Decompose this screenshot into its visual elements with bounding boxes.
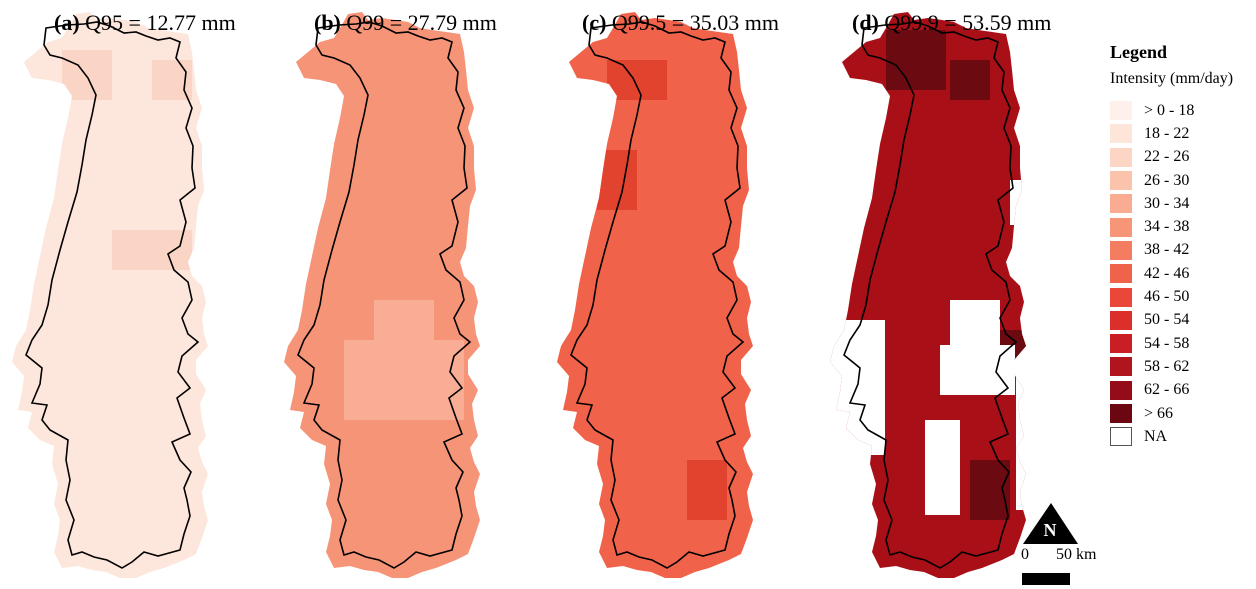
legend-item: 46 - 50 (1110, 285, 1256, 308)
legend-label: 34 - 38 (1144, 218, 1190, 236)
legend-item: 30 - 34 (1110, 192, 1256, 215)
legend-item: 62 - 66 (1110, 379, 1256, 402)
map-panel-c (557, 12, 753, 578)
panel-d: (d) Q99.9 = 53.59 mm (830, 0, 1100, 589)
legend-swatch (1110, 194, 1132, 214)
scale-bar-end-label: 50 km (1056, 546, 1097, 563)
legend-item: 42 - 46 (1110, 262, 1256, 285)
panel-title-c: (c) Q99.5 = 35.03 mm (582, 10, 779, 35)
scale-bar (1022, 573, 1070, 585)
patches-b (344, 300, 464, 420)
legend-swatch (1110, 124, 1132, 144)
legend-items: > 0 - 18 18 - 22 22 - 26 26 - 30 30 - 34 34 -… (1110, 99, 1256, 448)
legend-swatch (1110, 171, 1132, 191)
legend-label: 22 - 26 (1144, 148, 1190, 166)
map-panel-d (830, 12, 1026, 578)
map-panel-a (12, 12, 208, 578)
legend-swatch (1110, 310, 1132, 330)
legend-item: NA (1110, 425, 1256, 448)
panel-title-a: (a) Q95 = 12.77 mm (54, 10, 236, 35)
legend-swatch (1110, 217, 1132, 237)
legend-label: 62 - 66 (1144, 381, 1190, 399)
legend-label: 38 - 42 (1144, 241, 1190, 259)
legend-item: 54 - 58 (1110, 332, 1256, 355)
panel-c: (c) Q99.5 = 35.03 mm (557, 0, 827, 589)
panel-title-d: (d) Q99.9 = 53.59 mm (852, 10, 1052, 35)
panel-title-b: (b) Q99 = 27.79 mm (314, 10, 497, 35)
legend-swatch (1110, 404, 1132, 423)
legend-item: 38 - 42 (1110, 239, 1256, 262)
legend-swatch (1110, 334, 1132, 354)
scale-bar-start-label: 0 (1021, 546, 1029, 563)
legend-swatch (1110, 357, 1132, 377)
legend-item: 18 - 22 (1110, 122, 1256, 145)
legend-label: 26 - 30 (1144, 171, 1190, 189)
legend-swatch (1110, 427, 1132, 447)
legend-item: 50 - 54 (1110, 309, 1256, 332)
legend-label: 30 - 34 (1144, 194, 1190, 212)
legend-item: 26 - 30 (1110, 169, 1256, 192)
legend-swatch (1110, 101, 1132, 121)
legend-title: Legend (1110, 42, 1168, 62)
panel-a: (a) Q95 = 12.77 mm (12, 0, 282, 589)
legend-item: 22 - 26 (1110, 146, 1256, 169)
north-arrow-icon: N (1023, 503, 1078, 544)
north-arrow-label: N (1044, 520, 1057, 540)
legend-swatch (1110, 264, 1132, 284)
patches-d (886, 30, 1026, 520)
legend-item: 34 - 38 (1110, 215, 1256, 238)
legend-label: 42 - 46 (1144, 264, 1190, 282)
legend-subtitle: Intensity (mm/day) (1110, 70, 1234, 87)
map-panel-b (284, 12, 480, 578)
legend-label: 54 - 58 (1144, 334, 1190, 352)
legend-label: 50 - 54 (1144, 311, 1190, 329)
legend-swatch (1110, 287, 1132, 307)
gridded-precipitation-b (284, 12, 480, 578)
legend-label: 18 - 22 (1144, 124, 1190, 142)
legend-label: 46 - 50 (1144, 288, 1190, 306)
legend-label: 58 - 62 (1144, 357, 1190, 375)
legend-item: > 66 (1110, 402, 1256, 425)
legend-swatch (1110, 380, 1132, 400)
legend-item: > 0 - 18 (1110, 99, 1256, 122)
panel-b: (b) Q99 = 27.79 mm (284, 0, 554, 589)
legend-swatch (1110, 147, 1132, 167)
legend-swatch (1110, 240, 1132, 260)
legend-label: > 0 - 18 (1144, 101, 1195, 119)
legend: Legend Intensity (mm/day) > 0 - 18 18 - 2… (1110, 42, 1256, 448)
legend-item: 58 - 62 (1110, 355, 1256, 378)
legend-label: > 66 (1144, 404, 1174, 422)
legend-label: NA (1144, 427, 1168, 445)
